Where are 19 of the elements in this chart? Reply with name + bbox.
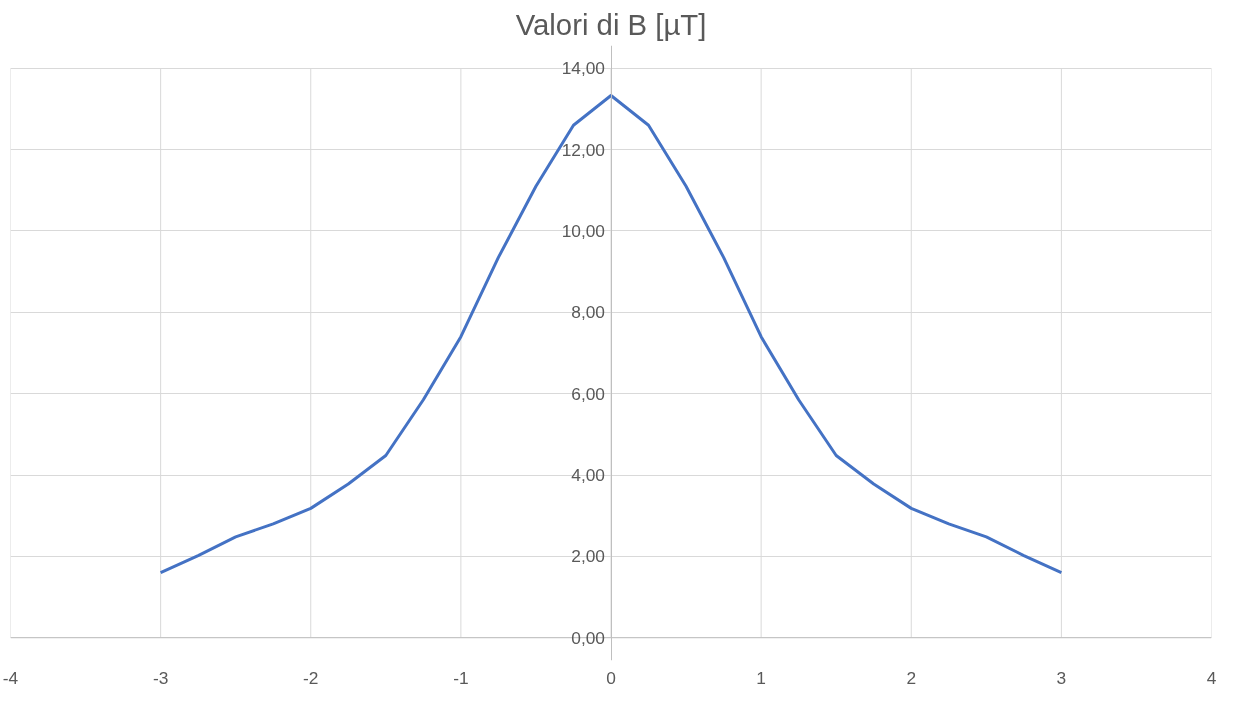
x-tick-label: -1 bbox=[453, 667, 469, 688]
y-tick-label: 4,00 bbox=[571, 465, 606, 486]
y-tick-label: 14,00 bbox=[561, 58, 606, 79]
y-tick-label: 0,00 bbox=[571, 627, 606, 648]
y-tick-label: 2,00 bbox=[571, 546, 606, 567]
x-tick-label: 0 bbox=[606, 667, 616, 688]
chart-title: Valori di B [µT] bbox=[515, 7, 707, 41]
x-tick-label: -2 bbox=[303, 667, 319, 688]
x-tick-label: -3 bbox=[152, 667, 169, 688]
y-tick-label: 6,00 bbox=[571, 383, 606, 404]
x-tick-label: 2 bbox=[906, 667, 917, 688]
x-tick-label: 1 bbox=[756, 667, 766, 688]
y-tick-label: 8,00 bbox=[571, 302, 606, 323]
x-tick-label: 4 bbox=[1206, 667, 1217, 688]
y-tick-label: 12,00 bbox=[561, 139, 606, 160]
x-tick-label: 3 bbox=[1056, 667, 1067, 688]
y-tick-label: 10,00 bbox=[561, 220, 606, 241]
line-series bbox=[159, 94, 1063, 575]
x-tick-label: -4 bbox=[2, 667, 19, 688]
